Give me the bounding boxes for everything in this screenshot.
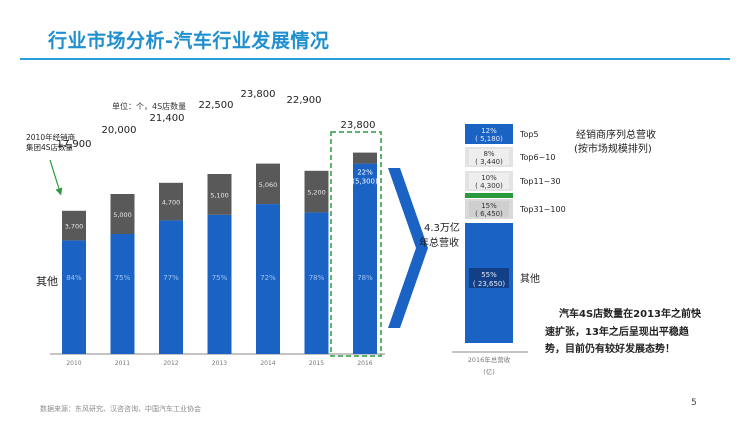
x-tick-label: 2016 bbox=[357, 360, 372, 367]
segment-pct-label: 55% bbox=[481, 271, 497, 279]
bar-other-pct-label: 78% bbox=[309, 274, 325, 282]
bar-other-pct-label: 75% bbox=[212, 274, 228, 282]
bar-group bbox=[353, 163, 377, 206]
unit-note: 单位：个，4S店数量 bbox=[112, 102, 187, 111]
segment-value-label: ( 5,180) bbox=[475, 135, 503, 143]
segment-value-label: ( 6,450) bbox=[475, 210, 503, 218]
source-note: 数据来源：东风研究、汉咨咨询、中国汽车工业协会 bbox=[40, 405, 201, 413]
legend-other-left: 其他 bbox=[36, 275, 58, 288]
title-rule bbox=[20, 58, 730, 60]
x-tick-label: 2011 bbox=[115, 360, 130, 367]
revenue-heading-1: 经销商序列总营收 bbox=[576, 130, 656, 141]
bar-group bbox=[304, 170, 329, 213]
right-unit-label: (亿) bbox=[483, 367, 495, 376]
segment-green-strip bbox=[465, 193, 513, 198]
page-number: 5 bbox=[691, 398, 697, 408]
bar-other-pct-label: 75% bbox=[115, 274, 131, 282]
right-category-label: 2016年总营收 bbox=[468, 355, 511, 364]
segment-label-box bbox=[469, 126, 509, 142]
bar-group bbox=[256, 163, 280, 205]
group-annotation: 2010年经销商集团4S店数量 bbox=[26, 133, 76, 152]
bar-other bbox=[353, 206, 377, 354]
bar-total-label: 23,800 bbox=[241, 89, 276, 100]
bar-group-value-label: 5,100 bbox=[210, 191, 229, 199]
bar-group-value-label: 4,700 bbox=[162, 199, 181, 207]
page-title: 行业市场分析-汽车行业发展情况 bbox=[48, 30, 330, 52]
x-tick-label: 2013 bbox=[212, 360, 227, 367]
bar-group-value-label: 5,200 bbox=[307, 189, 326, 197]
bar-total-label: 22,900 bbox=[287, 95, 322, 106]
segment-label-box bbox=[469, 268, 509, 288]
segment-value-label: ( 23,650) bbox=[473, 280, 505, 288]
callout-line-3: 势，目前仍有较好发展态势！ bbox=[545, 344, 675, 355]
bar-total-label: 22,500 bbox=[199, 100, 234, 111]
x-tick-label: 2012 bbox=[163, 360, 178, 367]
revenue-heading-2: (按市场规模排列) bbox=[574, 144, 652, 155]
bar-total-label: 20,000 bbox=[102, 125, 137, 136]
bar-group-value-label: 5,060 bbox=[259, 181, 278, 189]
bar-other bbox=[207, 214, 232, 354]
bar-group bbox=[110, 194, 135, 234]
bar-other-pct-label: 77% bbox=[163, 274, 179, 282]
bar-other-pct-label: 72% bbox=[260, 274, 276, 282]
bar-group-value-label: 3,700 bbox=[65, 223, 84, 231]
bar-other bbox=[304, 212, 329, 354]
bar-other bbox=[159, 220, 183, 354]
bar-group-value-label: (5,300) bbox=[352, 178, 378, 186]
segment-rank-label: 其他 bbox=[520, 272, 540, 285]
callout-line-2: 速扩张，13年之后呈现出平稳趋 bbox=[545, 327, 689, 338]
bar-top-cap bbox=[353, 152, 377, 164]
bar-group-value-label: 5,000 bbox=[113, 211, 132, 219]
segment-rank-label: Top5 bbox=[519, 130, 539, 139]
chevron-arrow bbox=[388, 168, 428, 328]
segment-value-label: ( 4,300) bbox=[475, 182, 503, 190]
bar-other-pct-label: 84% bbox=[66, 274, 82, 282]
x-tick-label: 2014 bbox=[260, 360, 275, 367]
bar-group bbox=[207, 174, 232, 215]
callout-line-1: 汽车4S店数量在2013年之前快 bbox=[559, 309, 701, 320]
segment-pct-label: 15% bbox=[481, 202, 497, 210]
segment-pct-label: 10% bbox=[481, 174, 497, 182]
segment-pct-label: 12% bbox=[481, 127, 497, 135]
left-bar-chart: 84% 3,700 2010 75% 5,000 2011 77% 4,700 2012 75% 5… bbox=[49, 89, 428, 367]
bar-total-label: 23,800 bbox=[341, 120, 376, 131]
segment-pct-label: 8% bbox=[483, 150, 494, 158]
segment-rank-label: Top11~30 bbox=[519, 177, 561, 186]
bar-total-label: 17,900 bbox=[57, 139, 92, 150]
segment-value-label: ( 3,440) bbox=[475, 158, 503, 166]
bar-group bbox=[62, 210, 86, 241]
bar-group bbox=[159, 182, 183, 221]
segment-rank-label: Top31~100 bbox=[519, 205, 566, 214]
highlight-2016-box bbox=[330, 131, 382, 357]
segment-rank-label: Top6~10 bbox=[519, 153, 555, 162]
segment-label-box bbox=[469, 201, 509, 217]
bar-other bbox=[110, 234, 135, 354]
bar-other-pct-label: 78% bbox=[357, 274, 373, 282]
bar-other bbox=[62, 240, 86, 354]
segment-label-box bbox=[469, 173, 509, 189]
x-tick-label: 2015 bbox=[309, 360, 324, 367]
bar-group-pct-label: 22% bbox=[357, 169, 373, 177]
bar-total-label: 21,400 bbox=[150, 113, 185, 124]
bar-other bbox=[256, 204, 280, 354]
annotation-arrow bbox=[49, 159, 63, 196]
x-tick-label: 2010 bbox=[66, 360, 81, 367]
total-revenue-label: 4.3万亿 bbox=[424, 223, 460, 234]
right-stacked-bar: 12%( 5,180) Top5 8%( 3,440) Top6~10 10%( 4,3… bbox=[452, 124, 566, 376]
segment-label-box bbox=[469, 149, 509, 165]
total-revenue-caption: 年总营收 bbox=[419, 238, 459, 249]
